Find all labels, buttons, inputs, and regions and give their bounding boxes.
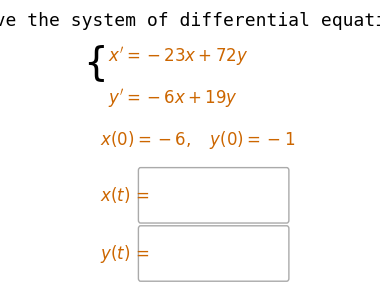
Text: $y'= -6x + 19y$: $y'= -6x + 19y$	[108, 87, 238, 110]
FancyBboxPatch shape	[138, 168, 289, 223]
Text: $x'= -23x + 72y$: $x'= -23x + 72y$	[108, 45, 249, 68]
Text: $y(t)$ =: $y(t)$ =	[100, 243, 149, 265]
FancyBboxPatch shape	[138, 226, 289, 281]
Text: $x(0) = -6, \quad y(0) = -1$: $x(0) = -6, \quad y(0) = -1$	[100, 129, 295, 151]
Text: $x(t)$ =: $x(t)$ =	[100, 185, 149, 205]
Text: Solve the system of differential equations: Solve the system of differential equatio…	[0, 12, 380, 30]
Text: $\{$: $\{$	[83, 43, 105, 84]
